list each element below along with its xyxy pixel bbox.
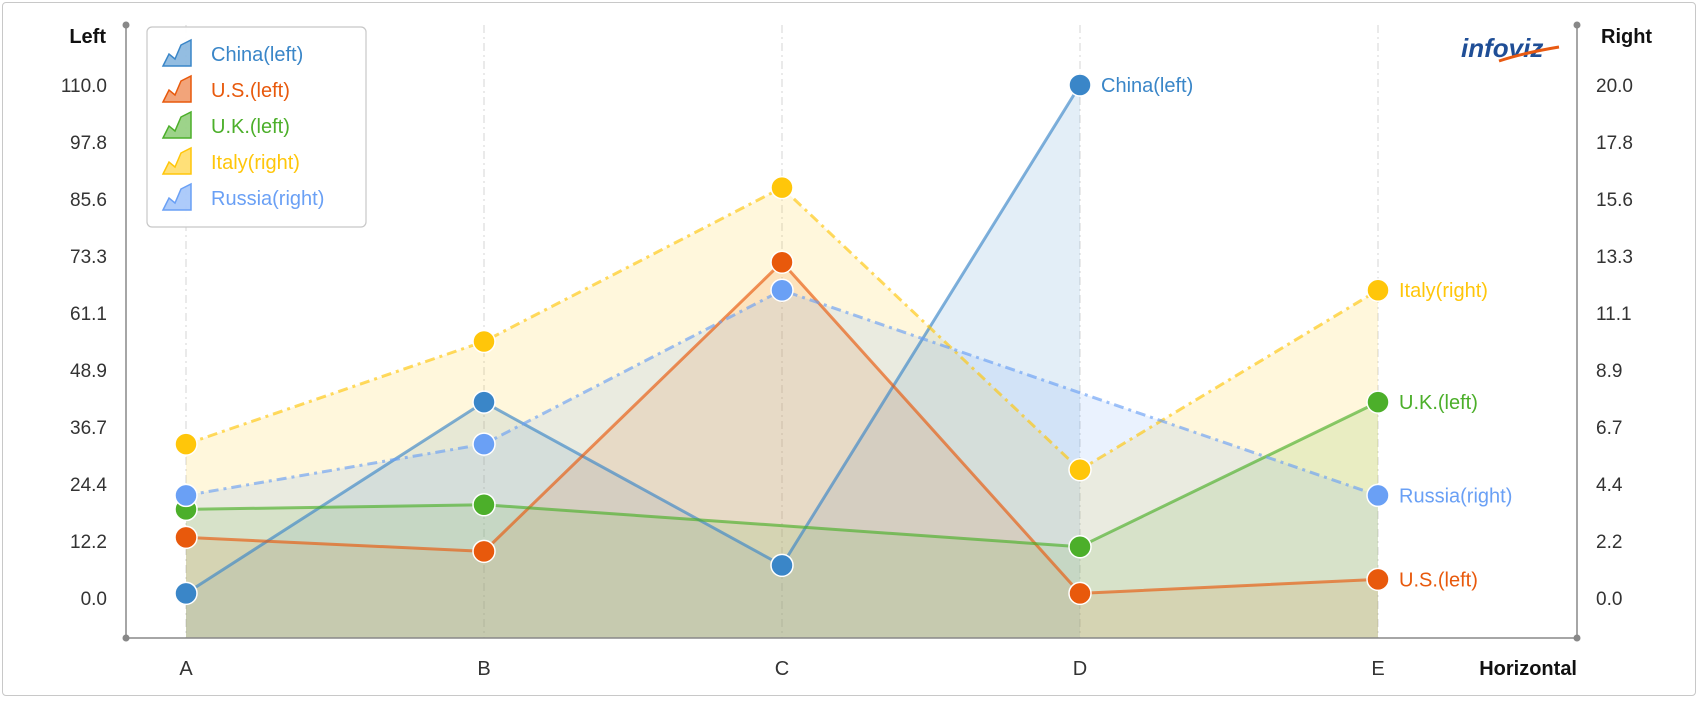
point-1-d[interactable] bbox=[1068, 581, 1092, 606]
logo-swoosh bbox=[1498, 45, 1560, 63]
x-tick-label: B bbox=[477, 658, 490, 680]
left-tick-label: 61.1 bbox=[70, 304, 107, 325]
area-line-chart: 0.0 12.2 24.4 36.7 48.9 61.1 73.3 85.6 97.8 110.0… bbox=[61, 21, 1652, 680]
point-1-a[interactable] bbox=[174, 525, 198, 550]
area-1 bbox=[186, 262, 1378, 638]
legend-box bbox=[146, 26, 367, 228]
axis-end-dot bbox=[1573, 21, 1581, 29]
right-tick-label: 20.0 bbox=[1596, 76, 1633, 97]
point-4-a[interactable] bbox=[174, 483, 198, 508]
point-3-d[interactable] bbox=[1068, 458, 1092, 482]
point-2-d[interactable] bbox=[1068, 534, 1092, 559]
area-chart-icon bbox=[161, 146, 192, 175]
right-tick-label: 0.0 bbox=[1596, 589, 1622, 610]
area-chart-icon bbox=[161, 74, 192, 103]
icon-fill bbox=[161, 182, 192, 211]
x-tick-label: D bbox=[1073, 658, 1087, 680]
area-3 bbox=[186, 187, 1378, 638]
x-axis-title: Horizontal bbox=[1479, 658, 1577, 680]
legend-item[interactable]: Italy(right) bbox=[211, 152, 300, 174]
left-tick-label: 12.2 bbox=[70, 532, 107, 553]
area-chart-icon bbox=[161, 110, 192, 139]
left-tick-label: 24.4 bbox=[70, 475, 107, 496]
point-0-a[interactable] bbox=[174, 581, 198, 606]
right-tick-label: 13.3 bbox=[1596, 247, 1633, 268]
point-4-c[interactable] bbox=[770, 278, 794, 302]
end-label: Russia(right) bbox=[1399, 485, 1512, 507]
series-points bbox=[174, 73, 1390, 606]
icon-fill bbox=[161, 146, 192, 175]
area-0 bbox=[186, 85, 1080, 638]
right-tick-label: 2.2 bbox=[1596, 532, 1622, 553]
line-0 bbox=[185, 84, 1082, 595]
axis-end-dot bbox=[1573, 634, 1581, 642]
end-labels: China(left) Italy(right) U.K.(left) Russia(… bbox=[1101, 75, 1512, 591]
icon-fill bbox=[161, 110, 192, 139]
point-2-e[interactable] bbox=[1366, 390, 1390, 414]
infoviz-logo: infoviz bbox=[1461, 33, 1560, 63]
right-tick-label: 17.8 bbox=[1596, 133, 1633, 154]
left-tick-label: 48.9 bbox=[70, 361, 107, 382]
x-tick-label: C bbox=[775, 658, 789, 680]
right-tick-label: 4.4 bbox=[1596, 475, 1623, 496]
right-tick-label: 11.1 bbox=[1596, 304, 1632, 325]
left-tick-label: 110.0 bbox=[61, 76, 107, 97]
left-tick-label: 97.8 bbox=[70, 133, 107, 154]
legend-item[interactable]: Russia(right) bbox=[211, 188, 324, 210]
area-chart-icon bbox=[161, 38, 192, 67]
right-tick-label: 15.6 bbox=[1596, 190, 1633, 211]
point-1-e[interactable] bbox=[1366, 567, 1390, 592]
point-2-b[interactable] bbox=[472, 492, 496, 517]
left-axis-title: Left bbox=[69, 26, 106, 48]
right-axis-title: Right bbox=[1601, 26, 1652, 48]
point-0-b[interactable] bbox=[472, 390, 496, 414]
point-1-c[interactable] bbox=[770, 250, 794, 274]
legend-item[interactable]: U.K.(left) bbox=[211, 116, 290, 138]
legend: China(left) U.S.(left) U.K.(left) Italy(rig… bbox=[146, 26, 367, 228]
area-2 bbox=[186, 402, 1378, 638]
icon-fill bbox=[161, 38, 192, 67]
end-label: Italy(right) bbox=[1399, 280, 1488, 302]
end-label: China(left) bbox=[1101, 75, 1193, 97]
legend-item[interactable]: China(left) bbox=[211, 44, 303, 66]
axis-end-dot bbox=[122, 21, 130, 29]
line-2 bbox=[185, 400, 1379, 549]
point-0-d[interactable] bbox=[1068, 73, 1092, 97]
point-3-a[interactable] bbox=[174, 432, 198, 456]
legend-item[interactable]: U.S.(left) bbox=[211, 80, 290, 102]
axes: 0.0 12.2 24.4 36.7 48.9 61.1 73.3 85.6 97.8 110.0… bbox=[61, 21, 1633, 680]
x-tick-label: E bbox=[1371, 658, 1384, 680]
left-tick-label: 36.7 bbox=[70, 418, 107, 439]
area-chart-icon bbox=[161, 182, 192, 211]
left-tick-label: 0.0 bbox=[81, 589, 107, 610]
right-tick-label: 6.7 bbox=[1596, 418, 1622, 439]
line-4 bbox=[185, 288, 1379, 497]
point-3-c[interactable] bbox=[770, 175, 794, 200]
axis-end-dot bbox=[122, 634, 130, 642]
point-1-b[interactable] bbox=[472, 539, 496, 564]
point-4-b[interactable] bbox=[472, 432, 496, 456]
end-label: U.K.(left) bbox=[1399, 392, 1478, 414]
icon-fill bbox=[161, 74, 192, 103]
point-3-e[interactable] bbox=[1366, 278, 1390, 302]
end-label: U.S.(left) bbox=[1399, 569, 1478, 591]
left-tick-label: 85.6 bbox=[70, 190, 107, 211]
x-tick-label: A bbox=[179, 658, 193, 680]
right-tick-label: 8.9 bbox=[1596, 361, 1622, 382]
left-tick-label: 73.3 bbox=[70, 247, 107, 268]
logo-text: infoviz bbox=[1461, 33, 1543, 63]
point-0-c[interactable] bbox=[770, 553, 794, 578]
point-4-e[interactable] bbox=[1366, 483, 1390, 508]
point-3-b[interactable] bbox=[472, 329, 496, 354]
